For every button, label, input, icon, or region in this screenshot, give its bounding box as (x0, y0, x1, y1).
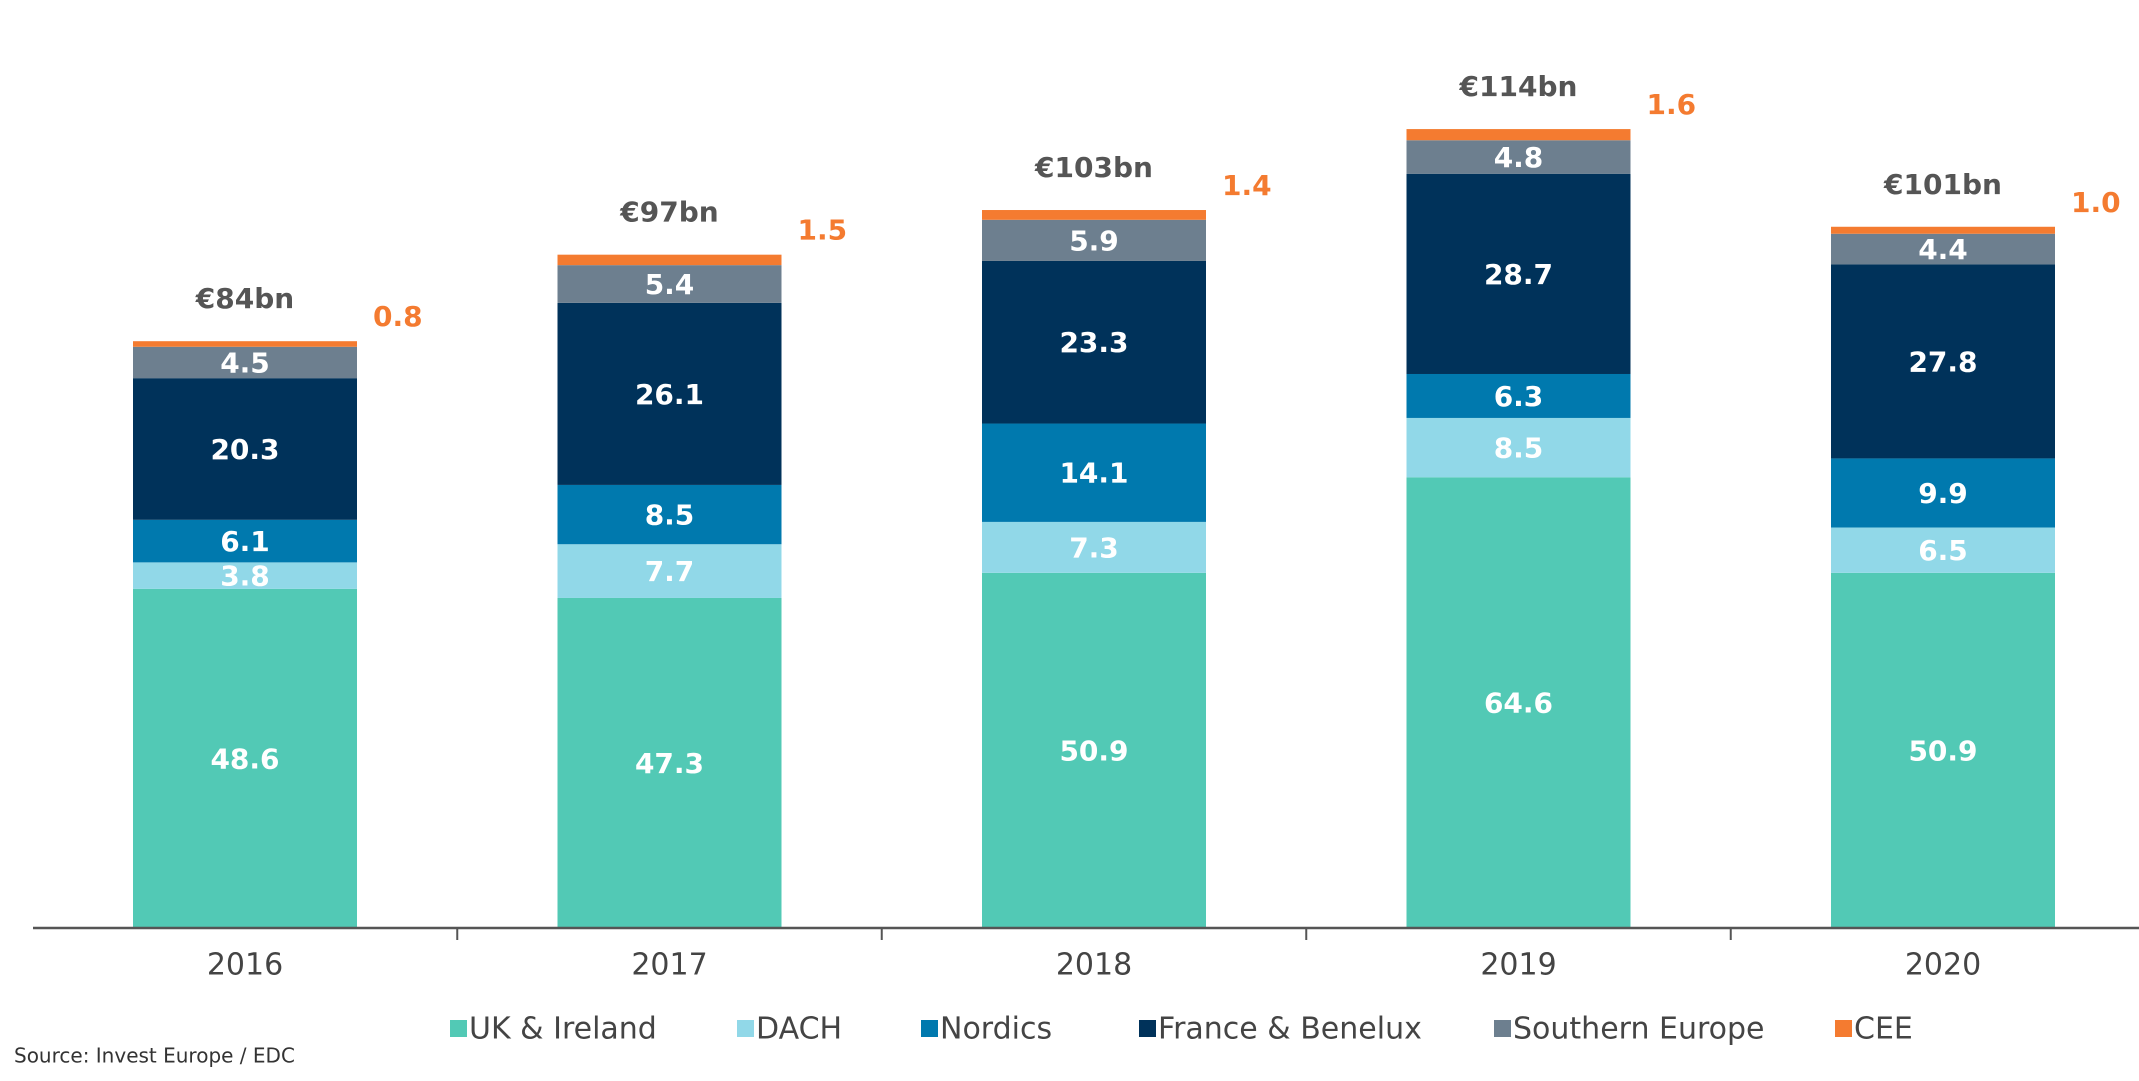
legend-swatch (921, 1020, 938, 1037)
legend-swatch (1835, 1020, 1852, 1037)
bar-segment (1406, 129, 1631, 141)
bar-segment (557, 254, 782, 266)
x-tick-label: 2016 (207, 948, 283, 983)
bar-segment (557, 484, 782, 545)
legend-label: DACH (756, 1012, 842, 1047)
value-label: 6.5 (1918, 534, 1968, 567)
value-label: 9.9 (1918, 477, 1968, 510)
bar-segment (1831, 572, 2055, 928)
legend-label: Nordics (940, 1012, 1052, 1047)
value-label: 20.3 (210, 433, 279, 466)
legend-label: CEE (1854, 1012, 1913, 1047)
bar-segment (557, 544, 782, 598)
value-label: 26.1 (635, 378, 704, 411)
total-label: €114bn (1459, 70, 1578, 103)
bar-segment (1406, 373, 1631, 418)
bar-segment (982, 423, 1206, 522)
value-label: 64.6 (1484, 687, 1553, 720)
bar-segment (1831, 264, 2055, 459)
total-label: €97bn (619, 196, 718, 229)
value-label: 1.6 (1647, 88, 1697, 121)
x-tick-label: 2020 (1905, 948, 1981, 983)
value-label: 27.8 (1908, 345, 1977, 378)
value-label: 7.7 (645, 555, 695, 588)
bar-segment (1831, 458, 2055, 528)
total-label: €103bn (1034, 151, 1153, 184)
bar-segment (1406, 140, 1631, 174)
bar-segment (982, 521, 1206, 573)
bar-segment (557, 302, 782, 485)
value-label: 6.1 (220, 525, 270, 558)
bar-segment (982, 572, 1206, 928)
value-label: 6.3 (1494, 380, 1544, 413)
bar-segment (133, 341, 357, 347)
bar-segment (133, 588, 357, 928)
value-label: 50.9 (1908, 734, 1977, 767)
value-label: 14.1 (1059, 457, 1128, 490)
total-label: €101bn (1883, 168, 2002, 201)
x-tick-label: 2018 (1056, 948, 1132, 983)
value-label: 8.5 (1494, 432, 1544, 465)
value-label: 4.4 (1918, 233, 1968, 266)
bar-segment (133, 346, 357, 379)
value-label: 1.4 (1222, 169, 1272, 202)
bar-segment (557, 265, 782, 303)
legend-swatch (1494, 1020, 1511, 1037)
bar-segment (1831, 226, 2055, 234)
bar-segment (1831, 527, 2055, 573)
legend-swatch (737, 1020, 754, 1037)
bar-segment (982, 260, 1206, 424)
bar-segment (133, 519, 357, 563)
x-tick-label: 2019 (1480, 948, 1556, 983)
bar-segment (133, 378, 357, 520)
bar-segment (982, 219, 1206, 261)
value-label: 8.5 (645, 499, 695, 532)
value-label: 1.5 (798, 214, 848, 247)
bar-segment (1406, 417, 1631, 478)
bar-segment (1406, 173, 1631, 374)
value-label: 1.0 (2071, 186, 2121, 219)
legend-label: UK & Ireland (469, 1012, 657, 1047)
value-label: 5.4 (645, 268, 695, 301)
legend-swatch (1139, 1020, 1156, 1037)
value-label: 3.8 (220, 560, 270, 593)
bar-segment (1406, 477, 1631, 928)
x-tick-label: 2017 (631, 948, 707, 983)
value-label: 50.9 (1059, 734, 1128, 767)
value-label: 48.6 (210, 742, 279, 775)
source-note: Source: Invest Europe / EDC (14, 1044, 295, 1068)
legend-label: Southern Europe (1513, 1012, 1765, 1047)
bar-segment (1831, 233, 2055, 265)
value-label: 4.5 (220, 346, 270, 379)
legend-label: France & Benelux (1158, 1012, 1422, 1047)
bar-segment (557, 597, 782, 928)
value-label: 23.3 (1059, 326, 1128, 359)
value-label: 28.7 (1484, 258, 1553, 291)
value-label: 4.8 (1494, 141, 1544, 174)
bar-segment (982, 210, 1206, 220)
value-label: 7.3 (1069, 531, 1119, 564)
value-label: 5.9 (1069, 224, 1119, 257)
total-label: €84bn (195, 282, 294, 315)
bar-segment (133, 562, 357, 589)
legend-swatch (450, 1020, 467, 1037)
value-label: 0.8 (373, 300, 423, 333)
value-label: 47.3 (635, 747, 704, 780)
